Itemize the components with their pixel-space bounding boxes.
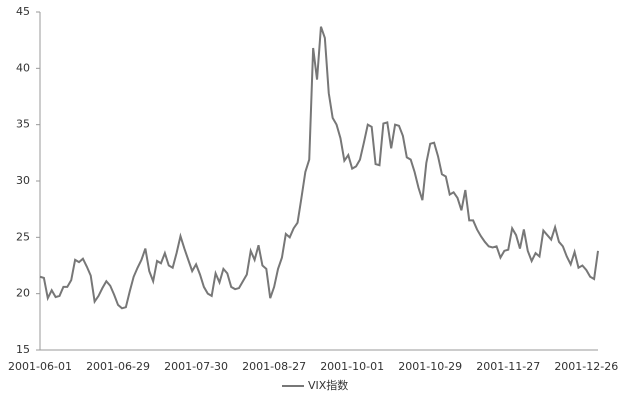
x-tick-label: 2001-08-27 [242, 360, 306, 373]
y-tick-label: 20 [16, 287, 30, 300]
y-tick-label: 40 [16, 61, 30, 74]
legend-label: VIX指数 [308, 378, 348, 392]
y-tick-label: 35 [16, 118, 30, 131]
x-tick-label: 2001-10-01 [320, 360, 384, 373]
x-tick-label: 2001-10-29 [398, 360, 462, 373]
y-tick-label: 30 [16, 174, 30, 187]
x-tick-label: 2001-07-30 [164, 360, 228, 373]
x-tick-label: 2001-11-27 [476, 360, 540, 373]
y-tick-label: 25 [16, 230, 30, 243]
line-series [39, 26, 599, 310]
x-tick-label: 2001-06-01 [8, 360, 72, 373]
y-tick-label: 45 [16, 5, 30, 18]
x-tick-label: 2001-06-29 [86, 360, 150, 373]
x-tick-label: 2001-12-26 [554, 360, 618, 373]
y-tick-label: 15 [16, 343, 30, 356]
